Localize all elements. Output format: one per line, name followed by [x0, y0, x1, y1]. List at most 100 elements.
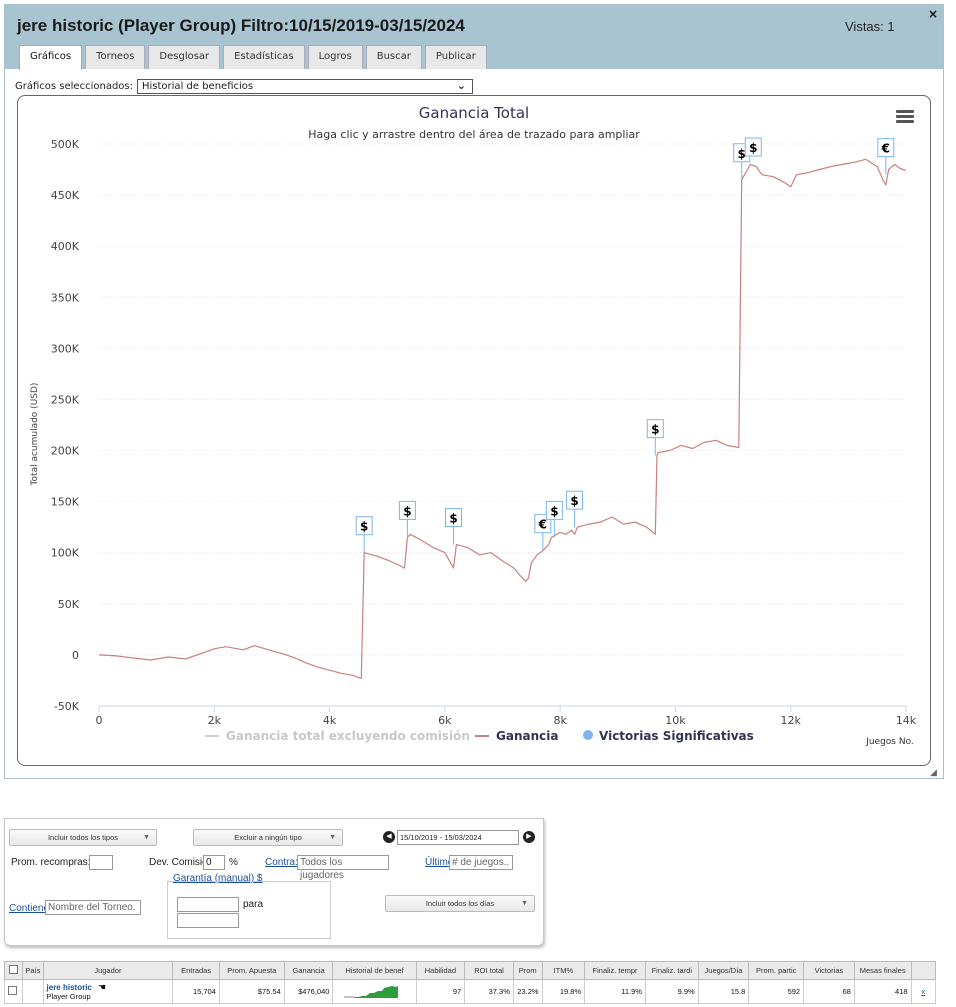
- remove-row-link[interactable]: x: [921, 987, 926, 996]
- col-header[interactable]: Prom. Apuesta: [218, 961, 285, 980]
- significant-win-marker[interactable]: $: [398, 500, 416, 538]
- y-tick-label: 200K: [51, 445, 80, 458]
- chevron-down-icon: ⌄: [456, 79, 466, 92]
- legend-item-excl-commission[interactable]: Ganancia total excluyendo comisión: [226, 729, 470, 743]
- tab-buscar[interactable]: Buscar: [365, 45, 422, 69]
- significant-win-marker[interactable]: $: [566, 490, 584, 528]
- series-layer: [98, 158, 907, 680]
- games-per-day-cell: 15.8: [697, 979, 750, 1004]
- col-header[interactable]: Prom. partic: [748, 961, 805, 980]
- graph-window: jere historic (Player Group) Filtro:10/1…: [4, 4, 944, 779]
- contiene-input[interactable]: Nombre del Torneo.: [45, 900, 141, 915]
- legend-item-victorias[interactable]: Victorias Significativas: [599, 729, 754, 743]
- contra-link[interactable]: Contra:: [265, 857, 298, 868]
- include-types-dropdown[interactable]: Incluir todos los tipos ▼: [9, 829, 157, 846]
- player-group: Player Group: [46, 991, 91, 1001]
- y-axis-label: Total acumulado (USD): [30, 383, 40, 487]
- tab-torneos[interactable]: Torneos: [85, 45, 146, 69]
- significant-win-marker[interactable]: $: [445, 508, 463, 545]
- chevron-down-icon: ▼: [143, 834, 150, 841]
- select-all-checkbox[interactable]: [9, 965, 19, 974]
- significant-win-marker[interactable]: $: [646, 419, 664, 456]
- y-tick-label: 400K: [51, 240, 80, 253]
- col-header[interactable]: Finaliz. tempr: [584, 961, 646, 980]
- remove-row-cell: x: [910, 979, 937, 1004]
- tab-desglosar[interactable]: Desglosar: [148, 45, 221, 69]
- chart-selector[interactable]: Historial de beneficios ⌄: [137, 79, 473, 94]
- select-all-header[interactable]: [3, 961, 24, 980]
- significant-win-marker[interactable]: $: [355, 516, 373, 553]
- prom-rebuys-input[interactable]: [89, 855, 113, 870]
- include-days-dropdown[interactable]: Incluir todos los días ▼: [385, 895, 535, 912]
- chart-container[interactable]: Ganancia Total Haga clic y arrastre dent…: [17, 95, 931, 766]
- ultimo-link[interactable]: Último: [425, 857, 454, 868]
- legend-item-ganancia[interactable]: Ganancia: [496, 729, 558, 743]
- date-prev-icon[interactable]: ◀: [383, 831, 395, 843]
- marker-symbol: $: [449, 512, 457, 526]
- marker-symbol: €: [881, 142, 890, 156]
- col-header[interactable]: País: [22, 961, 44, 980]
- col-header[interactable]: ROI total: [464, 961, 514, 980]
- y-tick-label: 300K: [51, 342, 80, 355]
- table-row[interactable]: jere historic ☚ Player Group 15,704 $75.…: [3, 979, 937, 1004]
- y-tick-label: 250K: [51, 393, 80, 406]
- marker-symbol: $: [550, 504, 558, 518]
- marker-symbol: $: [749, 141, 757, 155]
- col-header[interactable]: Victorias: [803, 961, 855, 980]
- x-tick-label: 12k: [781, 714, 802, 727]
- x-tick-label: 10k: [665, 714, 686, 727]
- significant-win-marker[interactable]: $: [744, 137, 762, 157]
- percent-label: %: [229, 857, 238, 868]
- col-header[interactable]: Mesas finales: [853, 961, 912, 980]
- player-cell[interactable]: jere historic ☚ Player Group: [42, 979, 174, 1004]
- garantia-link[interactable]: Garantía (manual) $: [173, 873, 263, 884]
- dev-commission-input[interactable]: 0: [203, 855, 225, 870]
- tab-graficos[interactable]: Gráficos: [19, 45, 83, 70]
- resize-grip-icon[interactable]: ◢: [930, 768, 937, 778]
- col-header[interactable]: Ganancia: [283, 961, 334, 980]
- garantia-min-input[interactable]: [177, 897, 239, 912]
- date-range-input[interactable]: 15/10/2019 - 15/03/2024: [397, 830, 519, 845]
- col-header[interactable]: Historial de benef: [332, 961, 417, 980]
- menu-icon[interactable]: [896, 110, 914, 124]
- y-tick-label: 100K: [51, 547, 80, 560]
- profit-history-cell: [332, 979, 417, 1004]
- col-header[interactable]: Jugador: [42, 961, 174, 980]
- contiene-link[interactable]: Contiene: [9, 903, 50, 914]
- tab-estadisticas[interactable]: Estadísticas: [223, 45, 305, 69]
- player-name[interactable]: jere historic: [46, 982, 92, 992]
- garantia-max-input[interactable]: [177, 913, 239, 928]
- significant-win-marker[interactable]: €: [877, 138, 895, 175]
- title-bar: jere historic (Player Group) Filtro:10/1…: [5, 5, 943, 70]
- x-tick-label: 8k: [553, 714, 567, 727]
- avg-stake-cell: $75.54: [218, 979, 285, 1004]
- chevron-down-icon: ▼: [521, 900, 528, 907]
- significant-win-marker[interactable]: $: [545, 500, 563, 538]
- tab-logros[interactable]: Logros: [307, 45, 363, 69]
- col-header[interactable]: Juegos/Día: [697, 961, 750, 980]
- country-cell: [22, 979, 44, 1004]
- close-icon[interactable]: ×: [928, 7, 939, 21]
- marker-symbol: $: [738, 147, 746, 161]
- row-checkbox[interactable]: [8, 986, 17, 995]
- late-finish-cell: 9.9%: [644, 979, 699, 1004]
- contra-input[interactable]: Todos los jugadores: [297, 855, 389, 881]
- tab-publicar[interactable]: Publicar: [424, 45, 487, 69]
- profit-chart[interactable]: Ganancia Total Haga clic y arrastre dent…: [18, 96, 930, 765]
- date-next-icon[interactable]: ▶: [523, 831, 535, 843]
- views-counter: Vistas: 1: [845, 19, 895, 34]
- remove-col-header: [910, 961, 937, 980]
- series-line-ganancia[interactable]: [98, 158, 907, 680]
- early-finish-cell: 11.9%: [584, 979, 646, 1004]
- exclude-types-dropdown[interactable]: Excluir a ningún tipo ▼: [193, 829, 343, 846]
- ultimo-input[interactable]: # de juegos..: [449, 855, 513, 870]
- row-select-cell[interactable]: [3, 979, 24, 1004]
- col-header[interactable]: Prom: [512, 961, 543, 980]
- y-tick-label: 500K: [51, 138, 80, 151]
- col-header[interactable]: Finaliz. tardi: [644, 961, 699, 980]
- col-header[interactable]: Habilidad: [415, 961, 466, 980]
- col-header[interactable]: ITM%: [541, 961, 586, 980]
- dev-commission-label: Dev. Comisión::: [149, 857, 219, 868]
- col-header[interactable]: Entradas: [172, 961, 220, 980]
- x-axis-label: Juegos No.: [865, 737, 914, 747]
